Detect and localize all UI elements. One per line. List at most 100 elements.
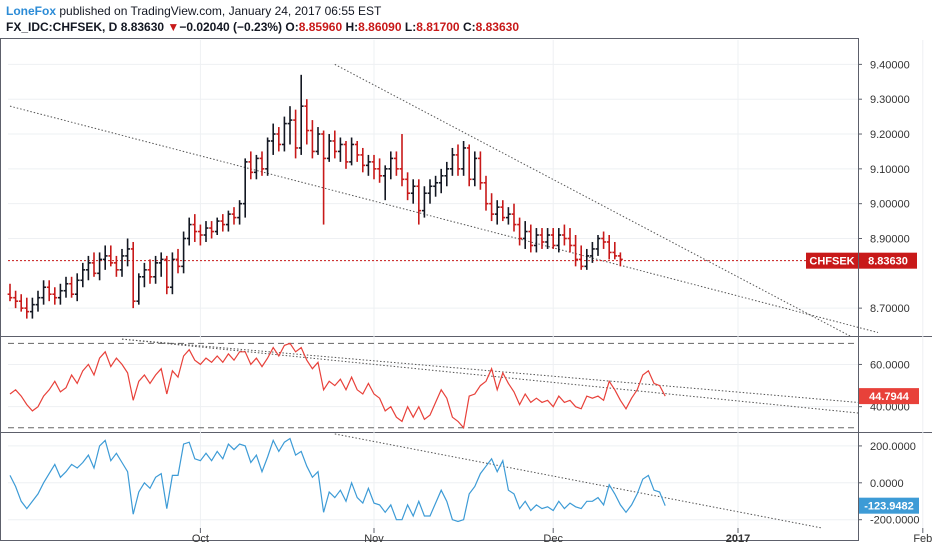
rsi-series-line bbox=[9, 342, 666, 430]
ohlc-bar bbox=[198, 224, 203, 246]
price-change: −0.02040 (−0.23%) bbox=[179, 20, 283, 34]
y-tick-label: 200.0000 bbox=[870, 441, 916, 453]
ohlc-bar bbox=[259, 151, 265, 176]
ohlc-bar bbox=[444, 161, 450, 187]
ohlc-bar bbox=[489, 193, 494, 222]
ohlc-bar bbox=[556, 228, 562, 253]
ohlc-bar bbox=[226, 210, 231, 232]
ohlc-bar bbox=[522, 221, 528, 249]
trendline bbox=[334, 433, 823, 529]
ohlc-bar bbox=[326, 134, 332, 162]
ohlc-bar bbox=[567, 228, 573, 253]
y-tick-label: 9.10000 bbox=[870, 164, 910, 176]
ohlc-bar bbox=[119, 248, 125, 277]
trendline bbox=[121, 338, 859, 414]
ohlc-bar bbox=[315, 127, 321, 155]
low-label: L: bbox=[404, 20, 417, 34]
ohlc-bar bbox=[382, 165, 388, 201]
ohlc-bar bbox=[466, 144, 472, 187]
ohlc-bar bbox=[7, 283, 13, 302]
ohlc-bar bbox=[612, 241, 618, 260]
ohlc-bar bbox=[438, 168, 444, 194]
x-tick-label: 2017 bbox=[726, 533, 750, 545]
x-tick-label: Dec bbox=[543, 533, 563, 545]
ohlc-bar bbox=[539, 228, 545, 249]
ohlc-bar bbox=[136, 273, 142, 305]
ohlc-bar bbox=[203, 221, 209, 242]
down-arrow-icon: ▼ bbox=[167, 20, 180, 34]
ohlc-bar bbox=[550, 228, 556, 249]
high-label: H: bbox=[345, 20, 359, 34]
last-price: 8.83630 bbox=[120, 20, 165, 34]
x-tick-label: Nov bbox=[364, 533, 384, 545]
ohlc-bar bbox=[254, 154, 259, 180]
open-value: 8.85960 bbox=[298, 20, 343, 34]
cci-pane[interactable]: 200.0000 0.0000 -200.0000 -123.9482 bbox=[8, 433, 920, 529]
ohlc-bar bbox=[175, 248, 181, 274]
last-price-tag-label: 8.83630 bbox=[868, 256, 908, 268]
ohlc-bar bbox=[422, 186, 427, 218]
ohlc-bar bbox=[114, 255, 119, 277]
ohlc-bar bbox=[343, 140, 349, 169]
ohlc-bar bbox=[416, 179, 422, 225]
ohlc-bar bbox=[354, 140, 360, 162]
ohlc-bar bbox=[18, 294, 24, 312]
symbol-tag-label: CHFSEK bbox=[809, 256, 854, 268]
price-pane[interactable]: 9.40000 9.30000 9.20000 9.10000 9.00000 8.900… bbox=[7, 59, 917, 337]
ohlc-bar bbox=[371, 154, 377, 180]
ohlc-bar bbox=[349, 137, 354, 166]
last-value-tag bbox=[859, 497, 919, 514]
x-tick-label: Feb bbox=[913, 533, 932, 545]
ohlc-bar bbox=[248, 151, 254, 180]
ohlc-bar bbox=[237, 200, 242, 225]
author-link[interactable]: LoneFox bbox=[6, 4, 56, 18]
ohlc-bar bbox=[545, 228, 550, 249]
ohlc-bar bbox=[494, 200, 500, 225]
y-tick-label: 9.30000 bbox=[870, 94, 910, 106]
y-tick-label: 9.00000 bbox=[870, 199, 910, 211]
ohlc-bar bbox=[209, 221, 214, 239]
trendline bbox=[9, 105, 879, 334]
y-tick-label: 0.0000 bbox=[870, 478, 904, 490]
ohlc-bar bbox=[270, 123, 276, 155]
ohlc-bar bbox=[142, 262, 147, 288]
ohlc-bar bbox=[595, 235, 601, 256]
ohlc-bar bbox=[310, 120, 315, 159]
ohlc-bar bbox=[388, 151, 394, 180]
time-axis[interactable]: OctNovDec2017FebMar bbox=[192, 528, 932, 545]
chart-header: LoneFox published on TradingView.com, Ja… bbox=[6, 4, 519, 35]
ohlc-bar bbox=[399, 134, 405, 187]
ohlc-bar bbox=[332, 130, 338, 159]
symbol-tag bbox=[806, 252, 858, 269]
ohlc-bar bbox=[35, 290, 41, 312]
publish-text: published on TradingView.com, January 24… bbox=[59, 4, 382, 18]
ohlc-bar bbox=[147, 259, 153, 284]
last-value-label: 44.7944 bbox=[869, 391, 910, 403]
ohlc-bar bbox=[360, 147, 366, 173]
trendline bbox=[121, 338, 859, 403]
y-tick-label: 8.70000 bbox=[870, 303, 910, 315]
ohlc-bar bbox=[287, 106, 293, 145]
ohlc-bar bbox=[500, 200, 506, 222]
ohlc-bar bbox=[80, 262, 86, 288]
ohlc-bar bbox=[108, 245, 114, 267]
ohlc-bar bbox=[276, 127, 282, 152]
ohlc-bar bbox=[478, 151, 483, 190]
y-tick-label: 9.40000 bbox=[870, 59, 910, 71]
ohlc-bar bbox=[102, 245, 108, 270]
y-tick-label: 60.0000 bbox=[870, 359, 910, 371]
y-tick-label: 8.90000 bbox=[870, 233, 910, 245]
x-tick-label: Oct bbox=[192, 533, 209, 545]
ohlc-bar bbox=[63, 276, 69, 298]
ohlc-bar bbox=[130, 241, 136, 309]
ohlc-bar bbox=[584, 248, 590, 270]
y-tick-label: -200.0000 bbox=[870, 515, 920, 527]
ohlc-bar bbox=[528, 224, 534, 253]
ohlc-bar bbox=[506, 207, 511, 225]
symbol-line: FX_IDC:CHFSEK, D 8.83630 ▼−0.02040 (−0.2… bbox=[6, 20, 519, 35]
ohlc-bar bbox=[573, 235, 578, 267]
ohlc-bar bbox=[472, 151, 478, 187]
ohlc-bar bbox=[455, 144, 461, 176]
